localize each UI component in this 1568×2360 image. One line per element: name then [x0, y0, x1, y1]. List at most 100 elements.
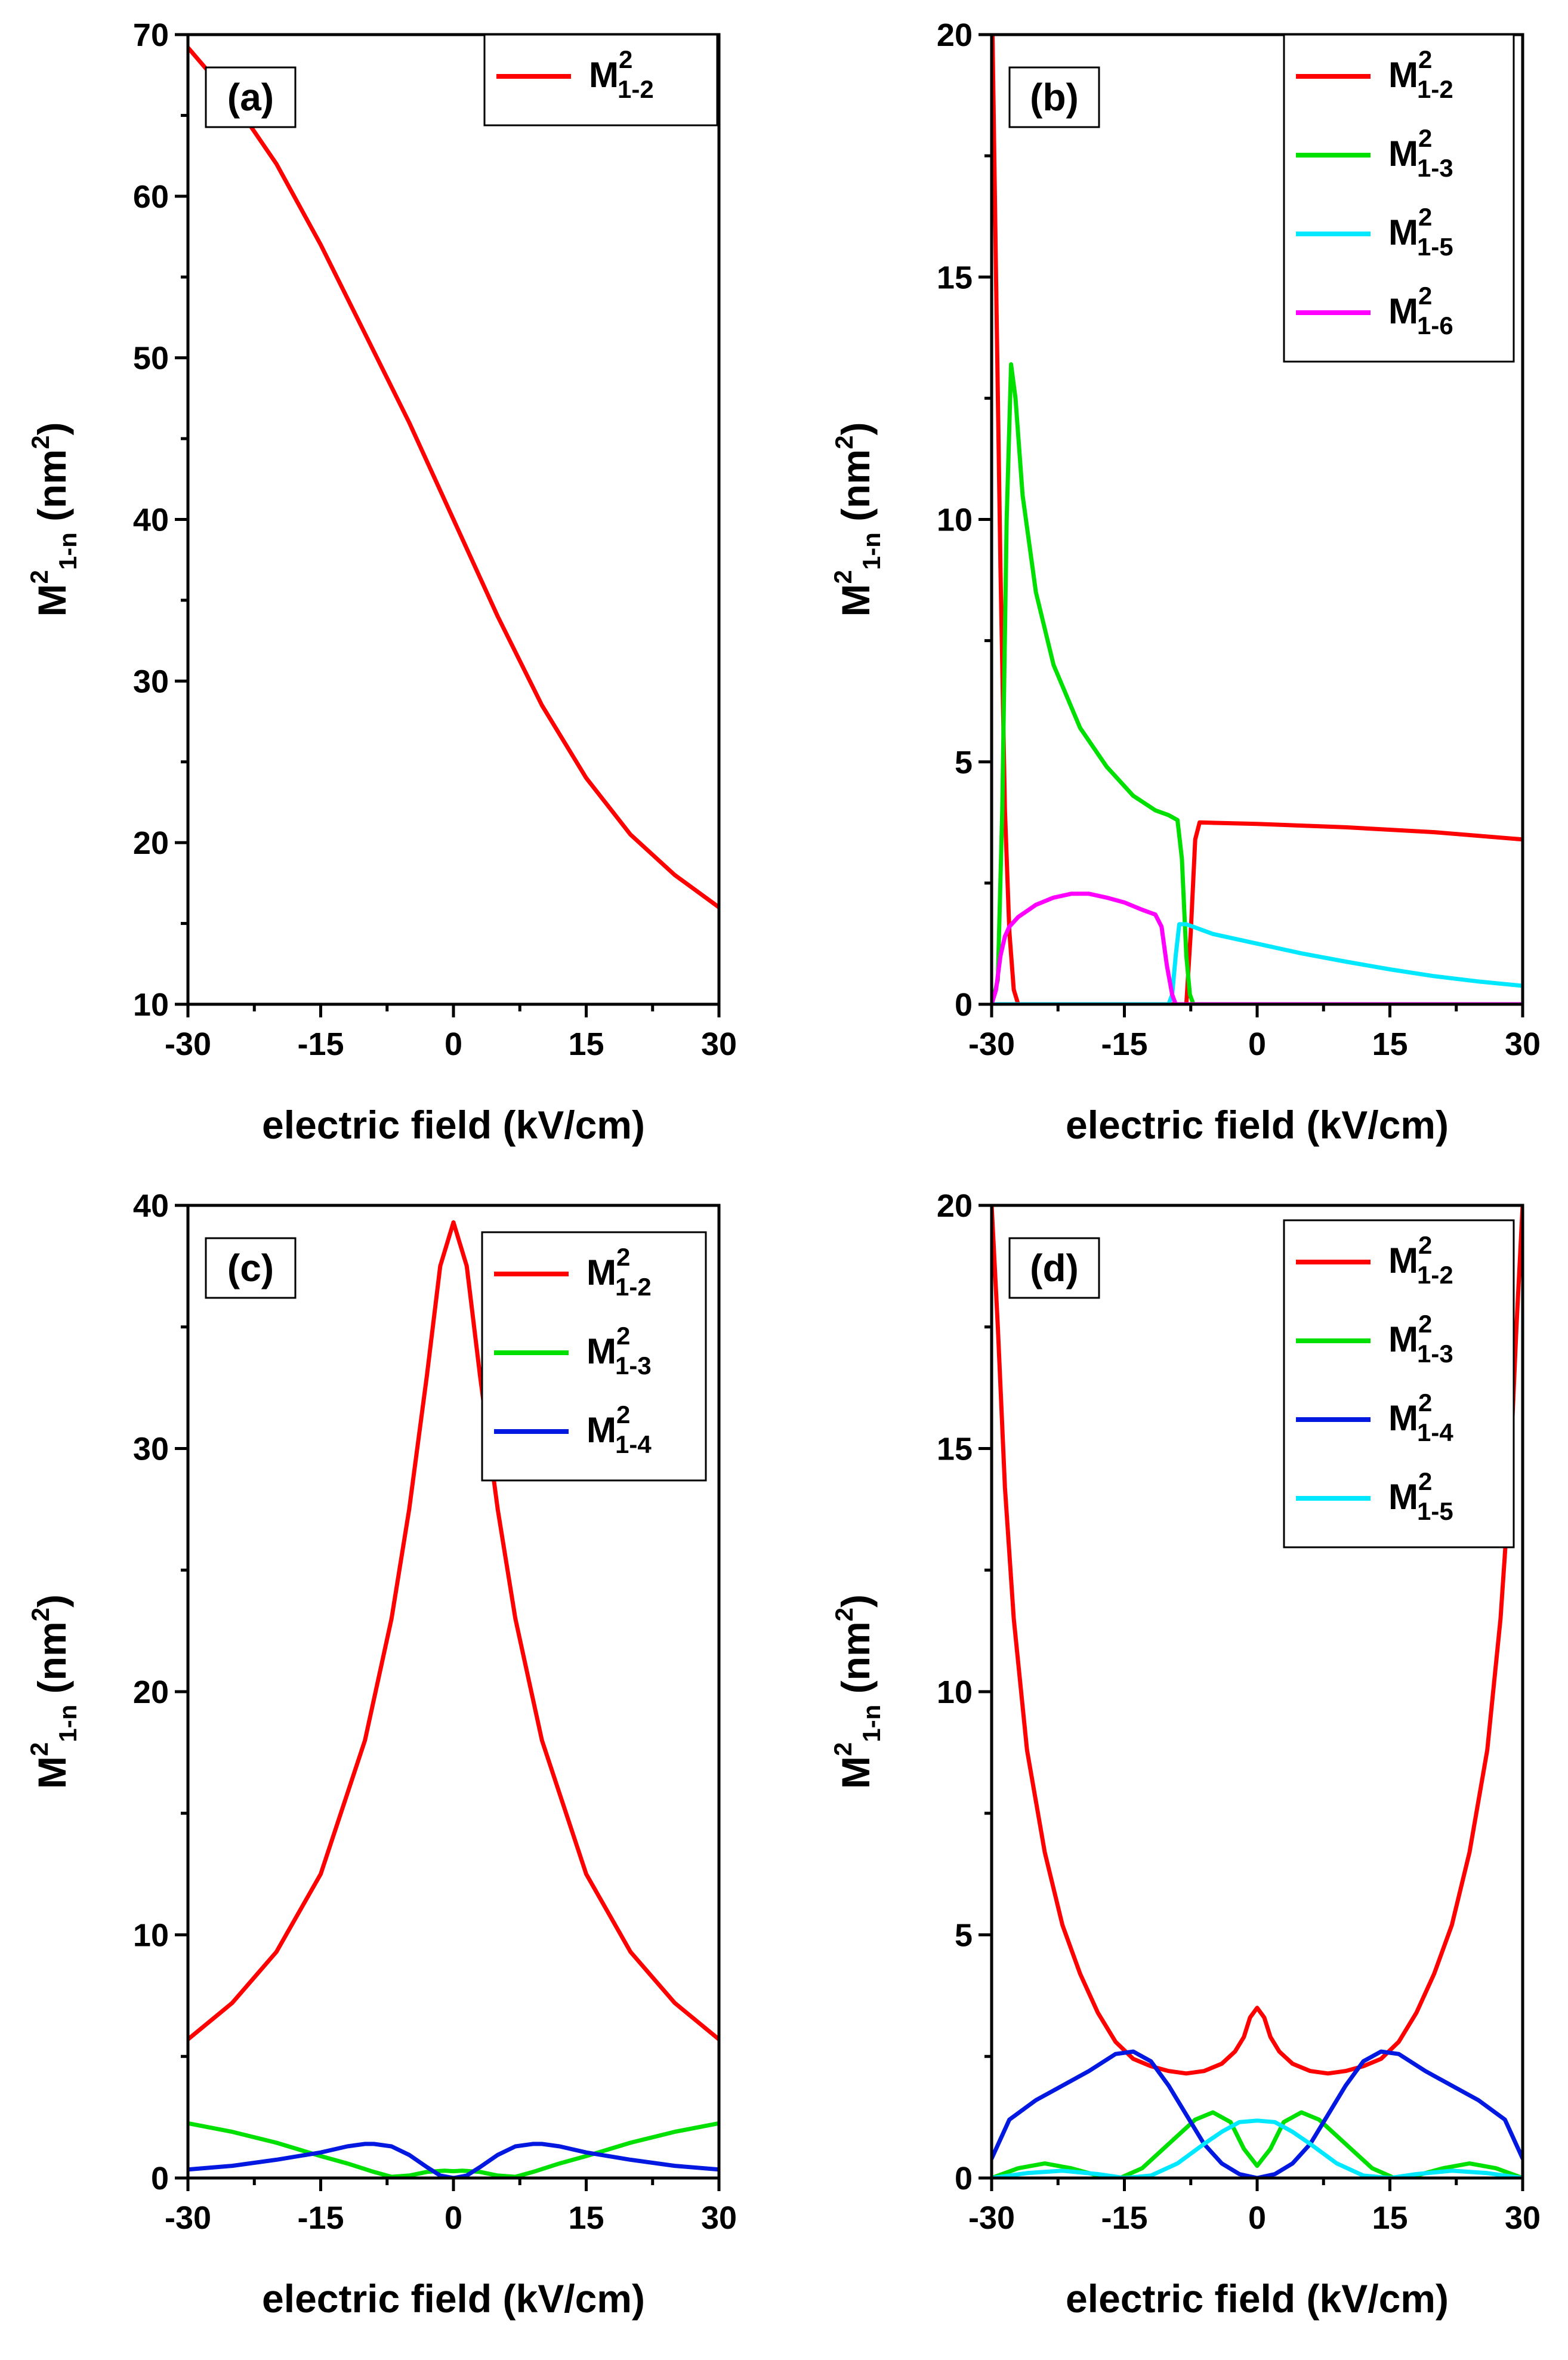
legend-label-sup: 2 [619, 45, 632, 73]
legend-label-1-3: M2 1-3 [1388, 1310, 1453, 1368]
y-tick-label: 0 [151, 2161, 169, 2197]
y-label-sup: 2 [829, 570, 857, 584]
legend-label-1-6: M2 1-6 [1388, 282, 1453, 340]
x-axis-label: electric field (kV/cm) [1066, 1103, 1449, 1147]
legend-label-sup: 2 [1418, 124, 1432, 152]
y-tick-label: 15 [937, 1432, 973, 1467]
panel-tag-box [1008, 1237, 1100, 1299]
y-label-unit-close: ) [30, 1594, 74, 1608]
legend-label-sup: 2 [616, 1322, 630, 1350]
legend-label-main: M [1388, 1477, 1418, 1517]
y-label-unit-close: ) [834, 1594, 878, 1608]
y-axis-label: M21-n (nm2) [829, 1594, 885, 1789]
legend-label-sub: 1-3 [615, 1352, 652, 1380]
legend-label-sup: 2 [1418, 1310, 1432, 1338]
legend-label-sup: 2 [616, 1400, 630, 1429]
legend-label-sub: 1-6 [1417, 311, 1453, 340]
y-tick-label: 10 [937, 502, 973, 538]
y-label-unit-sup: 2 [26, 1608, 54, 1621]
y-tick-label: 50 [133, 341, 169, 377]
legend-label-main: M [587, 1410, 616, 1450]
legend-label-main: M [587, 1331, 616, 1371]
legend-label-sub: 1-3 [1417, 154, 1453, 182]
series-line-1-5 [992, 2118, 1523, 2178]
legend-label-1-3: M2 1-3 [587, 1322, 652, 1380]
legend-label-1-2: M2 1-2 [587, 1243, 652, 1301]
y-tick-label: 70 [133, 17, 169, 53]
series-line-1-5 [992, 922, 1523, 1004]
y-tick-label: 10 [937, 1674, 973, 1710]
panel-tag-box [205, 1237, 297, 1299]
y-label-sub: 1-n [54, 1705, 82, 1742]
y-axis-label: M21-n (nm2) [25, 422, 82, 616]
x-tick-label: -15 [297, 1026, 344, 1062]
panel-tag-box [1008, 66, 1100, 128]
panel-tag: (b) [1030, 76, 1079, 119]
panel-c: -30 -15 0 15 30 0 10 20 30 40 electric field (kV/c… [25, 1188, 737, 2321]
y-tick-label: 30 [133, 1432, 169, 1467]
y-label-unit: (nm [30, 449, 74, 532]
panel-tag: (d) [1030, 1247, 1079, 1289]
x-axis-label: electric field (kV/cm) [1066, 2276, 1449, 2321]
legend-label-1-2: M2 1-2 [589, 45, 654, 103]
legend-label-sub: 1-2 [618, 75, 654, 103]
legend-box [483, 33, 718, 127]
legend-label-sub: 1-4 [615, 1430, 652, 1458]
y-label-unit-sup: 2 [830, 435, 858, 449]
y-tick-label: 20 [937, 17, 973, 53]
y-label-sup: 2 [829, 1742, 857, 1756]
y-tick-label: 20 [133, 825, 169, 861]
y-label-sub: 1-n [857, 532, 885, 570]
y-label-unit: (nm [834, 449, 878, 532]
x-tick-label: 0 [1248, 2200, 1266, 2236]
series-line-1-3 [992, 362, 1523, 1004]
legend-label-sup: 2 [1418, 45, 1432, 73]
legend-label-sup: 2 [1418, 203, 1432, 231]
y-label-sup: 2 [25, 1742, 53, 1756]
legend-label-sub: 1-2 [615, 1273, 652, 1301]
legend-label-main: M [1388, 1319, 1418, 1359]
x-axis-label: electric field (kV/cm) [262, 2276, 645, 2321]
series-line-1-3 [188, 2121, 719, 2178]
legend-label-main: M [1388, 291, 1418, 331]
x-tick-label: -30 [165, 2200, 211, 2236]
y-tick-label: 5 [955, 745, 973, 781]
x-tick-label: 15 [1372, 2200, 1408, 2236]
x-tick-label: 30 [701, 2200, 737, 2236]
x-tick-label: 30 [1505, 2200, 1541, 2236]
legend-label-main: M [589, 55, 619, 95]
legend-label-sub: 1-2 [1417, 75, 1453, 103]
y-label-unit-close: ) [834, 422, 878, 435]
x-tick-label: 0 [445, 2200, 462, 2236]
x-tick-label: -30 [968, 1026, 1015, 1062]
legend-label-main: M [1388, 1241, 1418, 1281]
y-label-main: M [30, 584, 74, 617]
y-tick-label: 10 [133, 987, 169, 1023]
series-line-1-2 [188, 45, 719, 909]
y-label-sup: 2 [25, 570, 53, 584]
y-label-sub: 1-n [54, 532, 82, 570]
legend-label-main: M [1388, 1398, 1418, 1438]
y-label-unit: (nm [834, 1621, 878, 1704]
x-tick-label: 15 [568, 1026, 604, 1062]
x-tick-label: 15 [568, 2200, 604, 2236]
y-label-unit-close: ) [30, 422, 74, 435]
x-tick-label: -30 [968, 2200, 1015, 2236]
panel-tag: (a) [227, 76, 274, 119]
y-tick-label: 20 [937, 1188, 973, 1224]
panel-d: -30 -15 0 15 30 0 5 10 15 20 electric field (kV/cm… [829, 1188, 1541, 2321]
y-label-main: M [834, 1756, 878, 1789]
y-tick-label: 15 [937, 260, 973, 295]
x-tick-label: 15 [1372, 1026, 1408, 1062]
legend-box [1283, 33, 1515, 363]
x-tick-label: -15 [297, 2200, 344, 2236]
legend-label-sub: 1-5 [1417, 1497, 1453, 1525]
y-label-unit-sup: 2 [830, 1608, 858, 1621]
series-line-1-6 [992, 891, 1523, 1004]
y-tick-label: 40 [133, 502, 169, 538]
y-tick-label: 0 [955, 987, 973, 1023]
y-axis-label: M21-n (nm2) [25, 1594, 82, 1789]
legend-label-sub: 1-3 [1417, 1340, 1453, 1368]
legend-label-1-3: M2 1-3 [1388, 124, 1453, 182]
